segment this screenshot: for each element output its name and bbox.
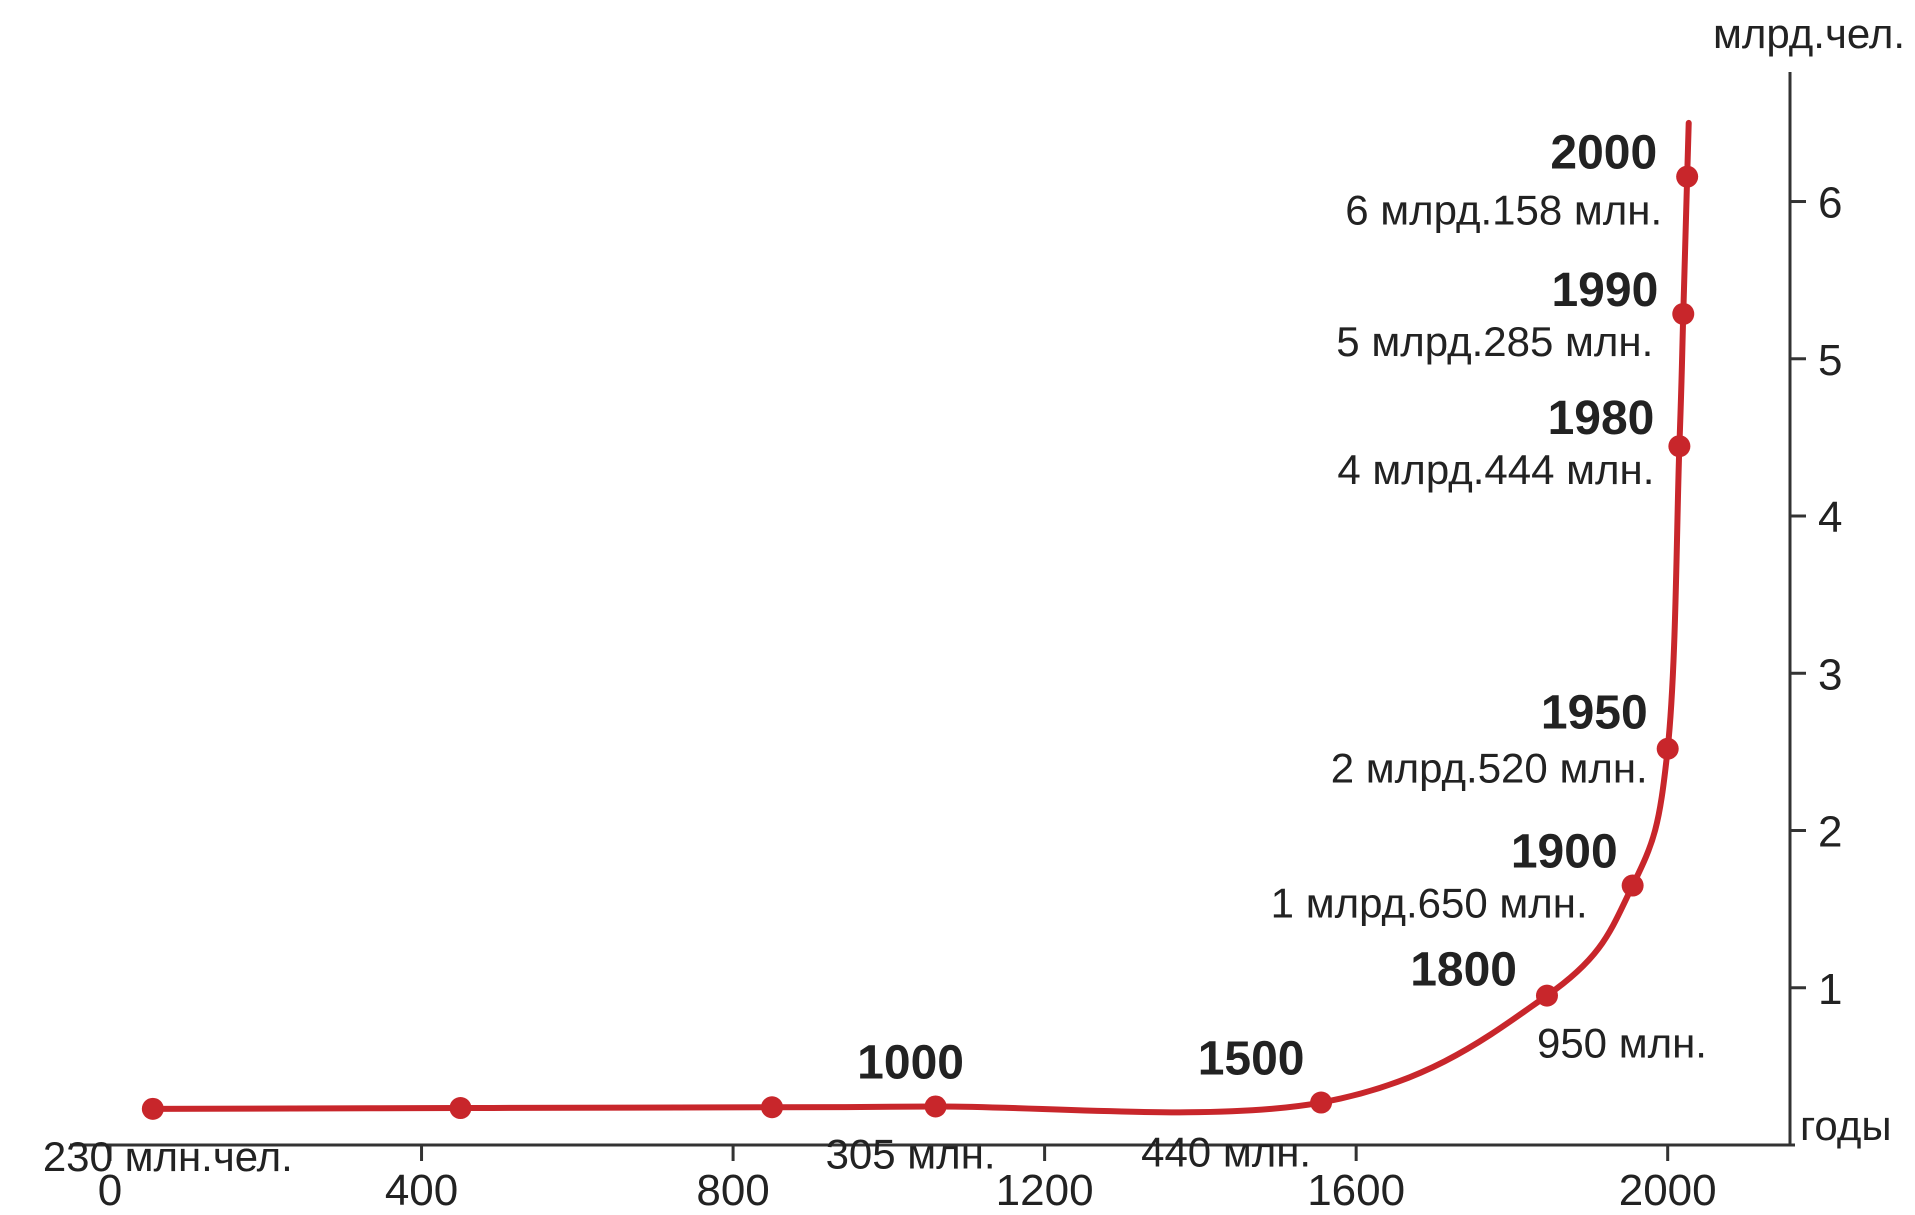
data-point: [1621, 874, 1644, 897]
data-point: [449, 1097, 472, 1120]
year-label: 2000: [1550, 127, 1657, 180]
population-label: 4 млрд.444 млн.: [1337, 446, 1654, 493]
data-point: [1672, 302, 1695, 325]
year-label: 1980: [1548, 392, 1655, 445]
population-label: 5 млрд.285 млн.: [1336, 318, 1653, 365]
y-axis-title: млрд.чел.: [1713, 10, 1905, 57]
x-tick-label: 400: [385, 1166, 458, 1215]
data-point: [1656, 737, 1679, 760]
population-label: 950 млн.: [1537, 1020, 1707, 1067]
x-ticks: 0 400 800 1200 1600 2000: [98, 1145, 1717, 1215]
data-points: [141, 165, 1699, 1120]
x-tick-label: 1200: [996, 1166, 1094, 1215]
x-tick-label: 1600: [1307, 1166, 1405, 1215]
y-tick-label: 2: [1818, 808, 1842, 857]
year-label: 1800: [1410, 944, 1517, 997]
x-tick-label: 2000: [1619, 1166, 1717, 1215]
data-point: [761, 1096, 784, 1119]
data-point: [924, 1095, 947, 1118]
population-label: 440 млн.: [1141, 1129, 1311, 1176]
y-ticks: 1 2 3 4 5 6: [1790, 179, 1842, 1014]
population-label: 1 млрд.650 млн.: [1271, 880, 1588, 927]
y-tick-label: 5: [1818, 336, 1842, 385]
year-label: 1000: [857, 1036, 964, 1089]
plot-area: 230 млн.чел. 1000 305 млн. 1500 440 млн. 1800…: [43, 119, 1707, 1180]
population-label: 2 млрд.520 млн.: [1331, 745, 1648, 792]
axes: годы млрд.чел. 0 400 800 1200 1600 2000 1 2 3 4 5…: [70, 10, 1905, 1215]
data-point: [1535, 984, 1558, 1007]
year-label: 1950: [1541, 687, 1648, 740]
x-tick-label: 0: [98, 1166, 122, 1215]
y-tick-label: 4: [1818, 493, 1842, 542]
data-point: [141, 1097, 164, 1120]
data-point: [1676, 165, 1699, 188]
population-label: 230 млн.чел.: [43, 1133, 293, 1180]
y-tick-label: 3: [1818, 650, 1842, 699]
y-tick-label: 1: [1818, 965, 1842, 1014]
data-point: [1668, 435, 1691, 458]
x-axis-title: годы: [1800, 1102, 1892, 1149]
population-label: 305 млн.: [826, 1130, 996, 1177]
y-tick-label: 6: [1818, 179, 1842, 228]
year-label: 1500: [1198, 1033, 1305, 1086]
year-label: 1990: [1551, 264, 1658, 317]
year-label: 1900: [1511, 826, 1618, 879]
x-tick-label: 800: [696, 1166, 769, 1215]
population-label: 6 млрд.158 млн.: [1345, 187, 1662, 234]
data-point: [1310, 1091, 1333, 1114]
data-labels: 230 млн.чел. 1000 305 млн. 1500 440 млн. 1800…: [43, 127, 1707, 1180]
population-curve: [149, 119, 1692, 1116]
